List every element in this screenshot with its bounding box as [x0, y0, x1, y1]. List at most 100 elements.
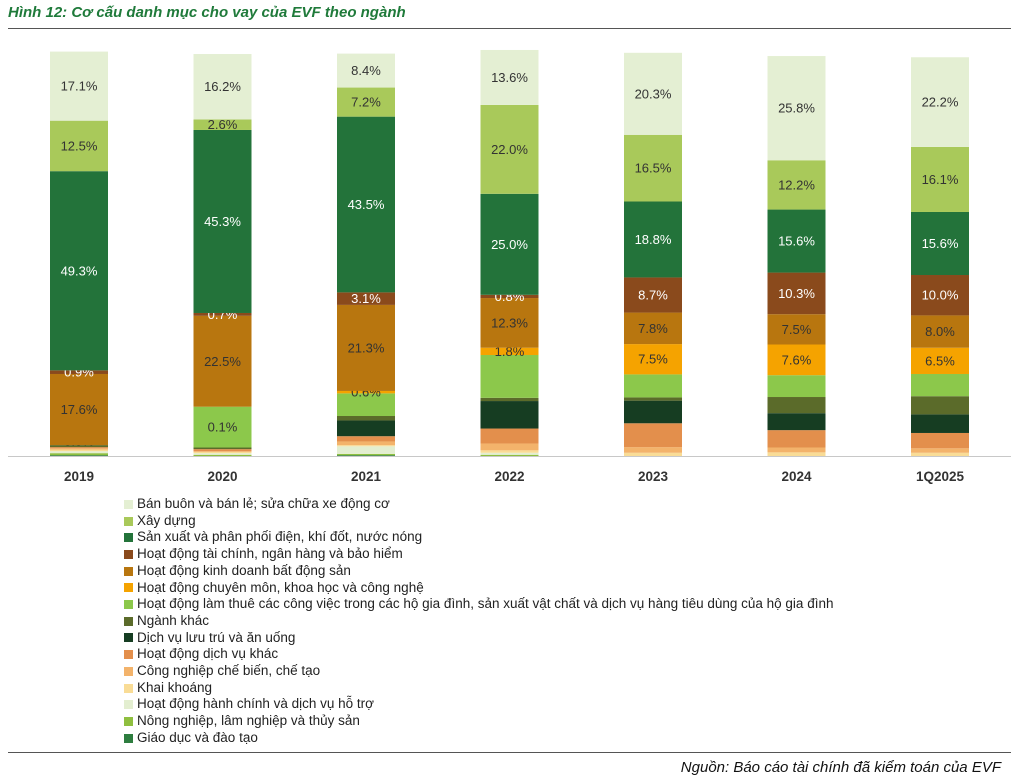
bar-segment	[624, 312, 682, 345]
data-label: 2.6%	[208, 117, 238, 132]
legend-label: Công nghiệp chế biến, chế tạo	[137, 663, 321, 679]
bar-segment	[50, 451, 108, 454]
data-label: 22.0%	[491, 142, 528, 157]
bar-segment	[767, 272, 826, 315]
data-label: 8.4%	[351, 63, 381, 78]
bar-segment	[767, 375, 826, 398]
data-label: 12.3%	[491, 315, 528, 330]
data-label: 10.0%	[922, 288, 959, 303]
legend-swatch	[124, 616, 133, 626]
bar-segment	[480, 104, 539, 194]
bar-segment	[767, 397, 826, 414]
bar-segment	[480, 355, 539, 398]
bar-segment	[337, 390, 395, 394]
legend-swatch	[124, 700, 133, 710]
data-label: 7.5%	[782, 322, 812, 337]
legend-label: Bán buôn và bán lẻ; sửa chữa xe động cơ	[137, 496, 390, 511]
legend-swatch	[124, 566, 133, 576]
legend-item: Bán buôn và bán lẻ; sửa chữa xe động cơ	[124, 496, 833, 513]
bottom-divider	[8, 752, 1011, 753]
bar-segment	[767, 209, 826, 273]
bar-segment	[193, 315, 252, 407]
bar-segment	[193, 406, 252, 448]
bar-segment	[767, 452, 826, 456]
legend-swatch	[124, 583, 133, 593]
bar-segment	[337, 116, 395, 293]
legend-item: Xây dựng	[124, 513, 833, 530]
bar-segment	[911, 275, 969, 316]
bar-segment	[337, 420, 395, 437]
bar-segment	[50, 51, 108, 121]
title-divider	[8, 28, 1011, 29]
bar-segment	[624, 397, 682, 401]
bar-segment	[767, 160, 826, 210]
bar-segment	[480, 401, 539, 429]
bar-segment	[50, 171, 108, 371]
bar-segment	[624, 134, 682, 202]
bar-segment	[50, 455, 108, 456]
x-tick-label: 2024	[781, 469, 812, 484]
bar-segment	[767, 344, 826, 376]
data-label: 21.3%	[348, 340, 385, 355]
bar-segment	[337, 53, 395, 88]
bar-segment	[911, 146, 969, 212]
bar-segment	[480, 443, 539, 451]
bar-group-1Q2025: 6.5% 8.0% 10.0% 15.6% 16.1% 22.2%	[911, 57, 969, 456]
bar-segment	[480, 193, 539, 295]
bar-segment	[480, 347, 539, 355]
bar-segment	[480, 397, 539, 402]
data-label: 7.5%	[638, 352, 668, 367]
chart-legend: Bán buôn và bán lẻ; sửa chữa xe động cơ X…	[124, 496, 833, 747]
bar-segment	[624, 201, 682, 278]
bar-segment	[911, 373, 969, 397]
data-label: 15.6%	[778, 234, 815, 249]
data-label: 12.5%	[61, 138, 98, 153]
bar-segment	[337, 455, 395, 456]
data-label: 45.3%	[204, 214, 241, 229]
bar-segment	[337, 416, 395, 421]
bar-segment	[911, 414, 969, 433]
bar-segment	[480, 454, 539, 456]
data-label: 7.6%	[782, 352, 812, 367]
legend-label: Xây dựng	[137, 512, 196, 528]
x-tick-label: 2021	[351, 469, 382, 484]
data-label: 20.3%	[635, 86, 672, 101]
bar-segment	[50, 370, 108, 374]
data-label: 22.2%	[922, 95, 959, 110]
bar-segment	[193, 119, 252, 130]
bar-segment	[193, 312, 252, 316]
legend-label: Dịch vụ lưu trú và ăn uống	[137, 629, 296, 645]
source-note: Nguồn: Báo cáo tài chính đã kiểm toán củ…	[680, 759, 1001, 776]
legend-item: Hoạt động tài chính, ngân hàng và bảo hi…	[124, 546, 833, 563]
data-label: 43.5%	[348, 197, 385, 212]
bar-segment	[624, 423, 682, 448]
data-label: 8.0%	[925, 324, 955, 339]
legend-swatch	[124, 666, 133, 676]
bar-segment	[624, 277, 682, 313]
bar-group-2021: 0.6%21.3%3.1%43.5%7.2%8.4%	[337, 53, 395, 456]
legend-swatch	[124, 499, 133, 509]
bar-segment	[193, 453, 252, 455]
bar-segment	[337, 446, 395, 454]
data-label: 6.5%	[925, 353, 955, 368]
bar-group-2023: 7.5% 7.8% 8.7% 18.8% 16.5% 20.3%	[624, 52, 682, 456]
bar-segment	[624, 344, 682, 375]
bar-group-2019: 0.0%17.6%0.9%49.3%12.5%17.1%	[50, 51, 108, 456]
bar-segment	[337, 393, 395, 417]
bar-segment	[624, 447, 682, 453]
bar-segment	[50, 448, 108, 450]
legend-swatch	[124, 716, 133, 726]
bar-segment	[911, 347, 969, 374]
bar-segment	[911, 315, 969, 348]
legend-item: Dịch vụ lưu trú và ăn uống	[124, 630, 833, 647]
legend-label: Hoạt động làm thuê các công việc trong c…	[137, 596, 834, 612]
bar-segment	[624, 374, 682, 398]
bar-segment	[911, 396, 969, 415]
bar-segment	[480, 298, 539, 348]
legend-item: Hoạt động hành chính và dịch vụ hỗ trợ	[124, 696, 833, 713]
bar-segment	[911, 211, 969, 276]
bar-segment	[337, 292, 395, 305]
bar-segment	[767, 430, 826, 448]
bar-segment	[911, 448, 969, 453]
legend-item: Hoạt động dịch vụ khác	[124, 646, 833, 663]
